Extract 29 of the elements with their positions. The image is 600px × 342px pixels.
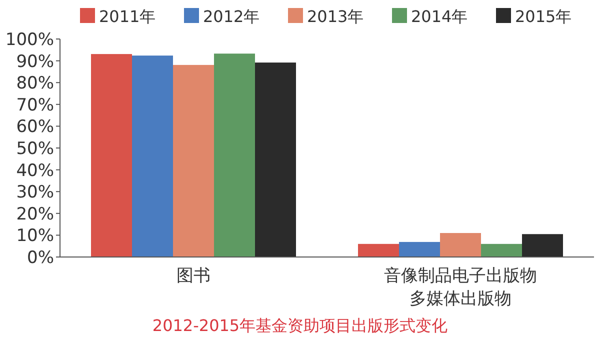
- y-tick-label: 80%: [16, 74, 54, 94]
- bar: [173, 64, 214, 257]
- bar: [358, 244, 399, 257]
- bar: [214, 54, 255, 257]
- legend-label: 2014年: [411, 7, 468, 26]
- bar: [255, 62, 296, 257]
- y-tick-label: 60%: [16, 117, 54, 138]
- y-tick-label: 100%: [5, 30, 54, 50]
- text: 2012-2015年基金资助项目出版形式变化: [152, 316, 448, 335]
- bar: [440, 233, 481, 257]
- y-tick-label: 30%: [16, 182, 54, 203]
- legend-label: 2011年: [99, 7, 156, 26]
- y-tick-label: 0%: [27, 248, 54, 268]
- y-tick-label: 50%: [16, 139, 54, 159]
- bar: [481, 244, 522, 257]
- y-tick-label: 10%: [16, 226, 54, 246]
- bar: [132, 56, 173, 257]
- legend-label: 2013年: [307, 7, 364, 26]
- bar: [399, 242, 440, 257]
- bar: [522, 234, 563, 257]
- y-tick-label: 20%: [16, 204, 54, 224]
- legend-label: 2012年: [203, 7, 260, 26]
- bar: [91, 54, 132, 257]
- y-tick-label: 40%: [16, 160, 54, 181]
- x-tick-label: 图书: [176, 266, 210, 286]
- y-tick-label: 70%: [16, 95, 54, 116]
- x-tick-label: 音像制品电子出版物多媒体出版物: [384, 266, 537, 309]
- legend-label: 2015年: [515, 7, 572, 26]
- y-tick-label: 90%: [16, 52, 54, 72]
